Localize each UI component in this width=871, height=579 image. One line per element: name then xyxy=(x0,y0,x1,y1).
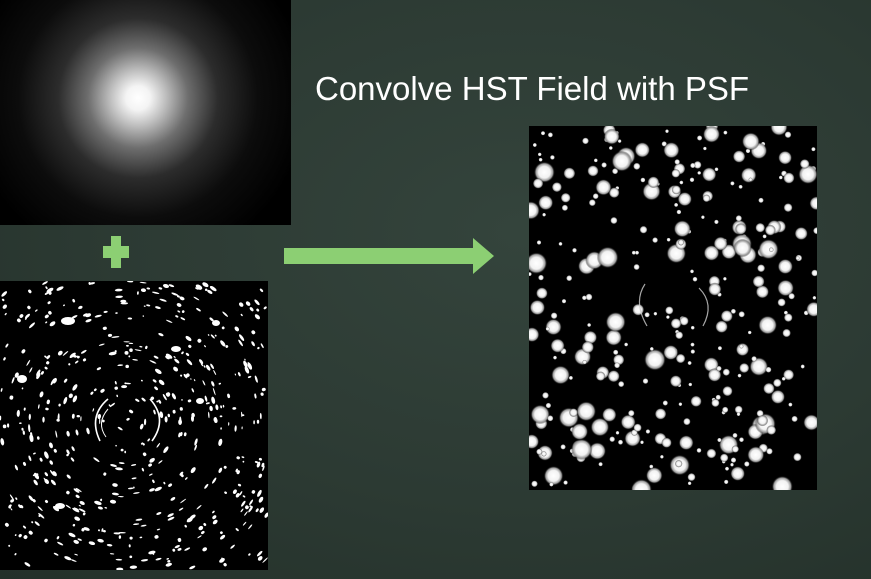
slide-title: Convolve HST Field with PSF xyxy=(315,70,750,107)
plus-icon xyxy=(103,236,129,268)
arrow-right-icon xyxy=(284,236,496,276)
hst-field-image xyxy=(0,281,268,570)
psf-image xyxy=(0,0,291,225)
convolved-field-image xyxy=(529,126,817,490)
